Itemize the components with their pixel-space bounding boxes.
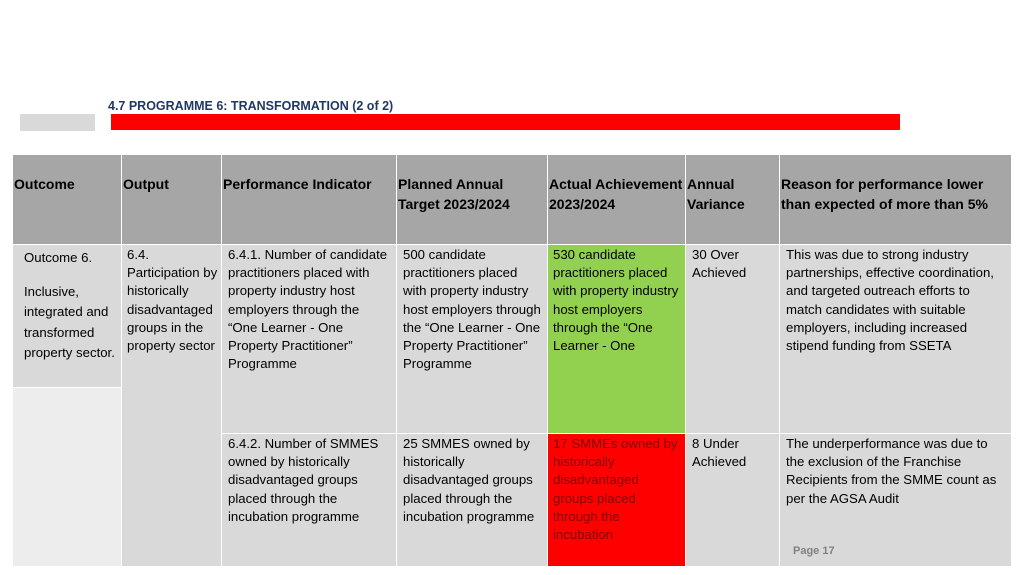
row1-indicator: 6.4.1. Number of candidate practitioners… [222, 245, 396, 433]
row2-variance: 8 Under Achieved [686, 434, 779, 566]
header-output: Output [122, 155, 221, 244]
row2-indicator: 6.4.2. Number of SMMES owned by historic… [222, 434, 396, 566]
outcome-cell: Outcome 6. Inclusive, integrated and tra… [13, 245, 121, 387]
header-reason: Reason for performance lower than expect… [780, 155, 1011, 244]
row2-reason: The underperformance was due to the excl… [780, 434, 1011, 566]
decorative-grey-bar [20, 114, 95, 131]
outcome-label: Outcome 6. [24, 250, 93, 265]
row1-reason: This was due to strong industry partners… [780, 245, 1011, 433]
outcome-empty-cell [13, 388, 121, 566]
row1-variance: 30 Over Achieved [686, 245, 779, 433]
row2-planned: 25 SMMES owned by historically disadvant… [397, 434, 547, 566]
page-number: Page 17 [793, 545, 835, 557]
row1-planned: 500 candidate practitioners placed with … [397, 245, 547, 433]
row1-actual: 530 candidate practitioners placed with … [548, 245, 685, 433]
header-performance-indicator: Performance Indicator [222, 155, 396, 244]
output-cell: 6.4. Participation by historically disad… [122, 245, 221, 566]
outcome-description: Inclusive, integrated and transformed pr… [24, 283, 115, 361]
page-title: 4.7 PROGRAMME 6: TRANSFORMATION (2 of 2) [108, 99, 394, 113]
header-outcome: Outcome [13, 155, 121, 244]
header-actual-achievement: Actual Achievement 2023/2024 [548, 155, 685, 244]
header-planned-target: Planned Annual Target 2023/2024 [397, 155, 547, 244]
decorative-red-bar [111, 114, 900, 130]
header-annual-variance: Annual Variance [686, 155, 779, 244]
row2-actual: 17 SMMEs owned by historically disadvant… [548, 434, 685, 566]
